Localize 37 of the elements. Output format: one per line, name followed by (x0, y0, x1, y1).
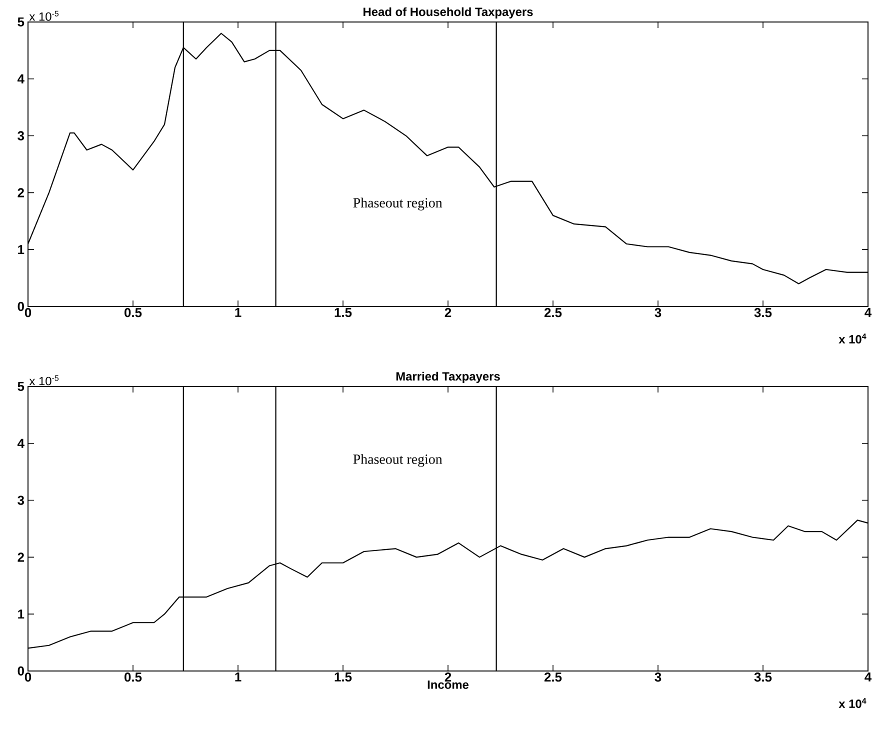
x-tick-label: 1 (235, 308, 242, 317)
x-tick-label: 3.5 (754, 308, 772, 318)
text: x 10$^{4}$ (838, 698, 866, 708)
x-tick-label: 1.5 (334, 672, 352, 682)
annotation: Phaseout region (353, 198, 442, 210)
y-tick-label: 1 (18, 610, 24, 619)
y-tick-label: 3 (18, 131, 24, 140)
y-tick-label: 4 (17, 74, 24, 84)
y-tick-label: 2 (18, 552, 24, 562)
x-tick-label: 2 (444, 672, 452, 682)
x-axis-title: Income (428, 680, 469, 689)
chart-title: Married Taxpayers (396, 372, 500, 383)
x-tick-label: 1.5 (334, 308, 352, 318)
x-tick-label: 0.5 (124, 672, 142, 682)
x-tick-label: 3 (654, 672, 662, 682)
x-tick-label: 1 (235, 672, 242, 682)
x-tick-label: 2.5 (544, 672, 562, 682)
text: x 10$^{-5}$ (29, 10, 59, 21)
annotation: Phaseout region (353, 454, 442, 467)
x-tick-label: 4 (864, 308, 872, 317)
x-tick-label: 0 (24, 308, 32, 318)
x-tick-label: 3.5 (754, 672, 772, 682)
y-tick-label: 5 (18, 382, 24, 392)
y-tick-label: 4 (17, 438, 24, 448)
chart-title: Head of Household Taxpayers (364, 7, 533, 18)
x-tick-label: 0.5 (124, 308, 142, 318)
x-tick-label: 0 (24, 672, 32, 682)
x-tick-label: 3 (654, 308, 662, 318)
y-tick-label: 5 (18, 17, 24, 27)
y-tick-label: 3 (18, 496, 24, 505)
text: x 10$^{4}$ (838, 334, 866, 344)
x-tick-label: 2 (444, 308, 452, 318)
x-tick-label: 2.5 (544, 308, 562, 318)
text: x 10$^{-5}$ (29, 375, 59, 386)
y-tick-label: 2 (18, 188, 24, 198)
y-tick-label: 1 (18, 245, 24, 254)
x-tick-label: 4 (864, 672, 872, 682)
